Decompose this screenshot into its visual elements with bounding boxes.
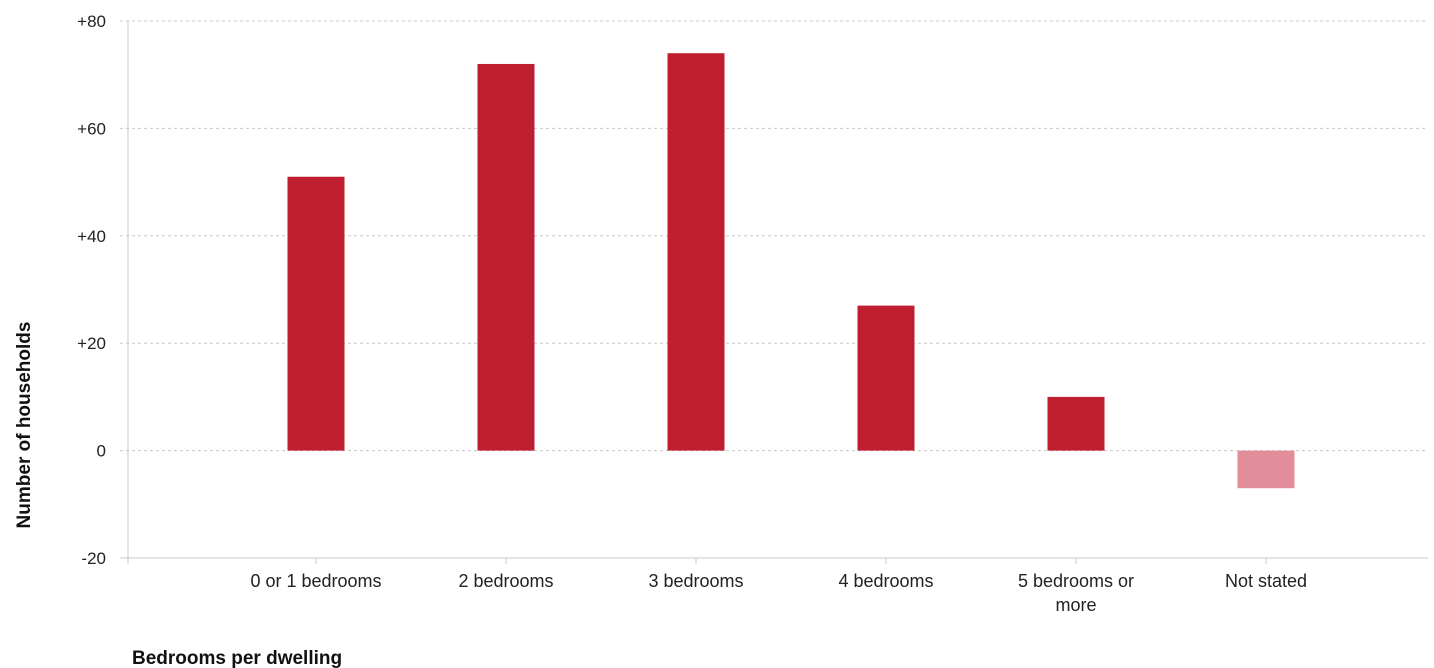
x-tick-label: 5 bedrooms or more [1018, 571, 1134, 615]
x-tick-label: 4 bedrooms [838, 571, 933, 591]
bar [857, 305, 915, 451]
bar [1047, 396, 1105, 451]
y-tick-label: +80 [77, 12, 106, 31]
x-tick-label: 0 or 1 bedrooms [250, 571, 381, 591]
y-axis-ticks: -20 0 +20 +40 +60 +80 [77, 12, 106, 568]
bar [477, 63, 535, 451]
y-tick-label: +20 [77, 334, 106, 353]
x-tick-label: 3 bedrooms [648, 571, 743, 591]
y-tick-label: +40 [77, 227, 106, 246]
y-axis-label: Number of households [14, 322, 35, 529]
x-tick-label: 2 bedrooms [458, 571, 553, 591]
y-tick-label: -20 [81, 549, 106, 568]
y-tick-label: +60 [77, 119, 106, 138]
bars [287, 53, 1295, 489]
x-axis-ticks: 0 or 1 bedrooms 2 bedrooms 3 bedrooms 4 bed… [250, 571, 1307, 615]
x-axis-label: Bedrooms per dwelling [132, 648, 342, 668]
bar [667, 53, 725, 451]
bar [1237, 450, 1295, 489]
bar [287, 176, 345, 451]
x-tick-label: Not stated [1225, 571, 1307, 591]
y-tick-label: 0 [97, 442, 106, 461]
